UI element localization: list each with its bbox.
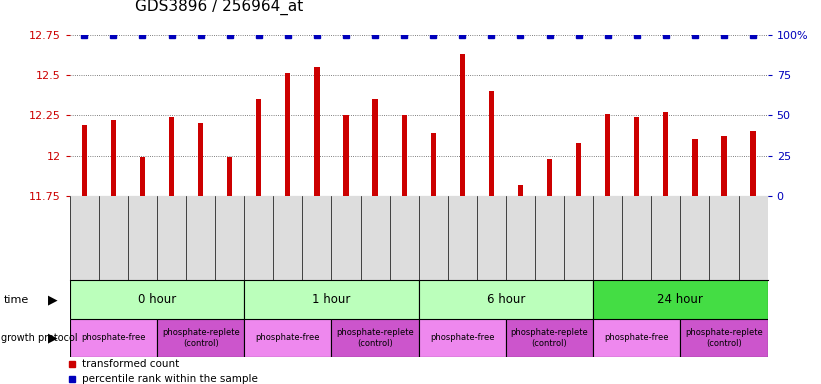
Bar xyxy=(634,117,640,196)
Bar xyxy=(605,114,610,196)
Bar xyxy=(373,99,378,196)
Bar xyxy=(419,319,506,357)
Bar xyxy=(140,157,145,196)
Text: 0 hour: 0 hour xyxy=(138,293,177,306)
Text: time: time xyxy=(4,295,30,305)
Bar xyxy=(314,67,319,196)
Bar xyxy=(663,112,668,196)
Bar xyxy=(460,54,465,196)
Bar xyxy=(82,125,87,196)
Text: phosphate-free: phosphate-free xyxy=(81,333,145,343)
Bar xyxy=(419,280,594,319)
Bar xyxy=(343,115,349,196)
Bar xyxy=(593,319,681,357)
Text: percentile rank within the sample: percentile rank within the sample xyxy=(82,374,258,384)
Bar xyxy=(401,115,406,196)
Text: growth protocol: growth protocol xyxy=(1,333,77,343)
Text: phosphate-replete
(control): phosphate-replete (control) xyxy=(162,328,240,348)
Bar xyxy=(593,280,768,319)
Text: phosphate-free: phosphate-free xyxy=(255,333,320,343)
Bar xyxy=(332,319,419,357)
Text: ▶: ▶ xyxy=(48,331,57,344)
Bar xyxy=(750,131,755,196)
Bar xyxy=(285,73,291,196)
Text: ▶: ▶ xyxy=(48,293,57,306)
Text: 24 hour: 24 hour xyxy=(658,293,704,306)
Bar xyxy=(70,319,157,357)
Bar xyxy=(576,142,581,196)
Bar xyxy=(722,136,727,196)
Bar xyxy=(227,157,232,196)
Text: phosphate-replete
(control): phosphate-replete (control) xyxy=(337,328,414,348)
Bar xyxy=(70,280,245,319)
Text: GDS3896 / 256964_at: GDS3896 / 256964_at xyxy=(135,0,304,15)
Bar xyxy=(431,133,436,196)
Text: phosphate-free: phosphate-free xyxy=(604,333,669,343)
Text: phosphate-replete
(control): phosphate-replete (control) xyxy=(511,328,589,348)
Text: 6 hour: 6 hour xyxy=(487,293,525,306)
Bar xyxy=(111,120,116,196)
Bar xyxy=(681,319,768,357)
Text: phosphate-free: phosphate-free xyxy=(430,333,494,343)
Text: transformed count: transformed count xyxy=(82,359,179,369)
Bar xyxy=(488,91,494,196)
Bar xyxy=(245,280,419,319)
Bar xyxy=(506,319,594,357)
Bar xyxy=(692,139,698,196)
Bar xyxy=(157,319,245,357)
Bar xyxy=(169,117,174,196)
Bar xyxy=(547,159,553,196)
Bar xyxy=(245,319,332,357)
Bar xyxy=(198,123,204,196)
Bar xyxy=(518,185,523,196)
Text: 1 hour: 1 hour xyxy=(312,293,351,306)
Bar xyxy=(256,99,261,196)
Text: phosphate-replete
(control): phosphate-replete (control) xyxy=(686,328,763,348)
